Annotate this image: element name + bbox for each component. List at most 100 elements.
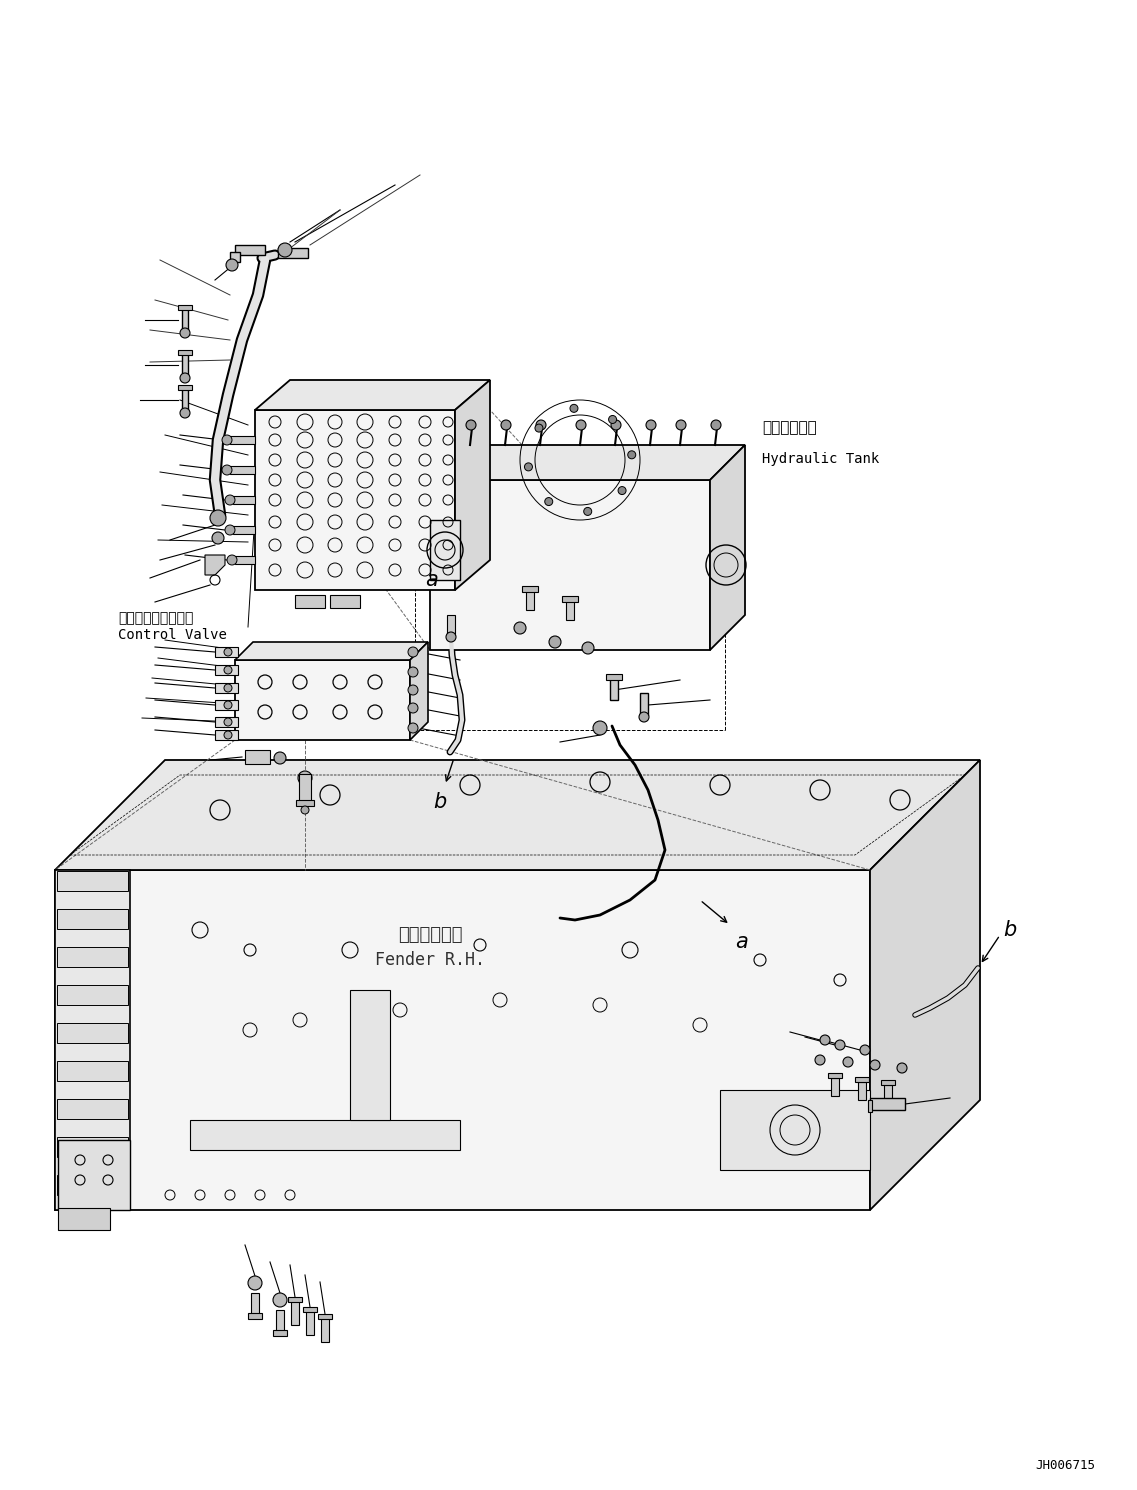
Polygon shape bbox=[205, 554, 225, 575]
Circle shape bbox=[835, 1040, 845, 1050]
Polygon shape bbox=[55, 870, 870, 1210]
Bar bbox=[279, 247, 308, 258]
Bar bbox=[251, 1293, 259, 1316]
Circle shape bbox=[524, 463, 532, 471]
Circle shape bbox=[611, 420, 621, 431]
Circle shape bbox=[180, 408, 190, 419]
Circle shape bbox=[273, 1293, 287, 1307]
Circle shape bbox=[639, 712, 649, 723]
Bar bbox=[881, 1080, 895, 1085]
Bar bbox=[828, 1073, 843, 1077]
Bar bbox=[302, 1307, 317, 1313]
Circle shape bbox=[279, 243, 292, 256]
Text: a: a bbox=[425, 571, 439, 590]
Bar bbox=[230, 252, 240, 262]
Bar bbox=[182, 387, 188, 410]
Polygon shape bbox=[244, 749, 269, 764]
Circle shape bbox=[815, 1055, 825, 1065]
Circle shape bbox=[224, 718, 232, 726]
Polygon shape bbox=[330, 595, 360, 608]
Circle shape bbox=[408, 647, 418, 657]
Circle shape bbox=[582, 642, 594, 654]
Circle shape bbox=[180, 328, 190, 338]
Circle shape bbox=[224, 700, 232, 709]
Polygon shape bbox=[255, 410, 455, 590]
Bar bbox=[235, 244, 265, 255]
Circle shape bbox=[301, 806, 309, 814]
Polygon shape bbox=[410, 642, 428, 741]
Bar bbox=[230, 437, 255, 444]
Bar bbox=[883, 1085, 893, 1103]
Circle shape bbox=[576, 420, 586, 431]
Text: b: b bbox=[433, 793, 447, 812]
Text: Fender R.H.: Fender R.H. bbox=[375, 951, 485, 968]
Bar bbox=[318, 1314, 332, 1319]
Polygon shape bbox=[57, 1061, 128, 1082]
Circle shape bbox=[408, 703, 418, 714]
Circle shape bbox=[570, 404, 578, 413]
Circle shape bbox=[860, 1044, 870, 1055]
Text: b: b bbox=[1003, 919, 1016, 940]
Polygon shape bbox=[55, 760, 980, 870]
Circle shape bbox=[274, 752, 287, 764]
Bar bbox=[288, 1296, 302, 1302]
Circle shape bbox=[594, 721, 607, 735]
Polygon shape bbox=[255, 380, 490, 410]
Bar bbox=[230, 466, 255, 474]
Circle shape bbox=[514, 621, 526, 635]
Polygon shape bbox=[57, 909, 128, 928]
Circle shape bbox=[226, 259, 238, 271]
Text: JH006715: JH006715 bbox=[1035, 1459, 1095, 1472]
Polygon shape bbox=[58, 1140, 130, 1210]
Circle shape bbox=[225, 524, 235, 535]
Circle shape bbox=[224, 684, 232, 691]
Polygon shape bbox=[350, 989, 390, 1120]
Bar bbox=[831, 1077, 839, 1097]
Text: a: a bbox=[735, 933, 748, 952]
Circle shape bbox=[466, 420, 476, 431]
Circle shape bbox=[248, 1275, 262, 1290]
Polygon shape bbox=[215, 647, 238, 657]
Polygon shape bbox=[55, 870, 130, 1210]
Bar bbox=[182, 308, 188, 329]
Circle shape bbox=[408, 723, 418, 733]
Circle shape bbox=[408, 685, 418, 694]
Polygon shape bbox=[294, 595, 325, 608]
Circle shape bbox=[224, 732, 232, 739]
Polygon shape bbox=[57, 872, 128, 891]
Circle shape bbox=[211, 532, 224, 544]
Circle shape bbox=[711, 420, 721, 431]
Bar bbox=[868, 1100, 872, 1112]
Polygon shape bbox=[58, 1208, 110, 1231]
Circle shape bbox=[583, 508, 591, 516]
Circle shape bbox=[534, 425, 543, 432]
Polygon shape bbox=[57, 948, 128, 967]
Polygon shape bbox=[57, 1176, 128, 1195]
Bar bbox=[291, 1299, 299, 1325]
Bar bbox=[248, 1313, 262, 1319]
Circle shape bbox=[646, 420, 656, 431]
Circle shape bbox=[897, 1062, 907, 1073]
Polygon shape bbox=[720, 1091, 870, 1170]
Bar bbox=[179, 350, 192, 355]
Polygon shape bbox=[57, 985, 128, 1004]
Bar bbox=[273, 1331, 287, 1337]
Bar bbox=[182, 353, 188, 375]
Bar bbox=[306, 1310, 314, 1335]
Polygon shape bbox=[235, 660, 410, 741]
Polygon shape bbox=[455, 380, 490, 590]
Bar bbox=[640, 693, 648, 715]
Polygon shape bbox=[215, 717, 238, 727]
Circle shape bbox=[180, 372, 190, 383]
Bar bbox=[447, 615, 455, 635]
Circle shape bbox=[224, 648, 232, 656]
Bar bbox=[522, 586, 538, 592]
Circle shape bbox=[619, 487, 626, 495]
Bar bbox=[855, 1077, 869, 1082]
Circle shape bbox=[545, 498, 553, 505]
Circle shape bbox=[222, 435, 232, 446]
Circle shape bbox=[843, 1056, 853, 1067]
Circle shape bbox=[222, 465, 232, 475]
Text: フェンダ　右: フェンダ 右 bbox=[398, 925, 463, 945]
Bar bbox=[858, 1082, 866, 1100]
